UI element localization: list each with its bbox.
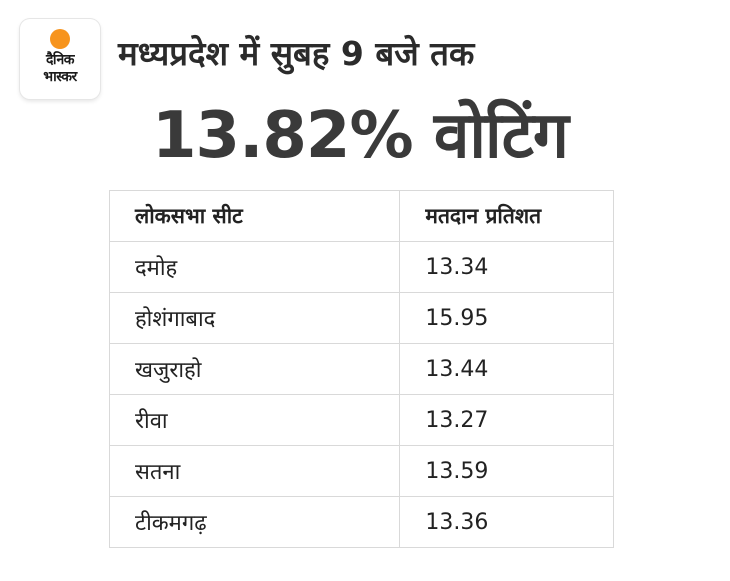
table-header-row: लोकसभा सीट मतदान प्रतिशत	[108, 190, 614, 242]
seat-name: रीवा	[108, 394, 401, 446]
column-header-seat: लोकसभा सीट	[108, 190, 401, 242]
seat-name: होशंगाबाद	[108, 292, 401, 344]
seat-name: सतना	[108, 445, 401, 497]
turnout-table: लोकसभा सीट मतदान प्रतिशत दमोह 13.34 होशं…	[108, 190, 614, 548]
turnout-percent: 13.34	[399, 241, 614, 293]
table-row: टीकमगढ़ 13.36	[108, 496, 614, 548]
seat-name: दमोह	[108, 241, 401, 293]
table-row: दमोह 13.34	[108, 241, 614, 293]
dainik-bhaskar-logo: दैनिक भास्कर	[20, 19, 100, 99]
logo-text-line1: दैनिक	[45, 52, 75, 68]
table-row: रीवा 13.27	[108, 394, 614, 446]
table-row: होशंगाबाद 15.95	[108, 292, 614, 344]
turnout-percent: 13.44	[399, 343, 614, 395]
turnout-figure: 13.82% वोटिंग	[152, 99, 569, 173]
table-row: सतना 13.59	[108, 445, 614, 497]
sun-icon	[50, 29, 70, 49]
turnout-percent: 13.36	[399, 496, 614, 548]
turnout-percent: 13.59	[399, 445, 614, 497]
logo-text-line2: भास्कर	[43, 69, 77, 85]
table-row: खजुराहो 13.44	[108, 343, 614, 395]
column-header-percent: मतदान प्रतिशत	[399, 190, 614, 242]
headline: मध्यप्रदेश में सुबह 9 बजे तक	[118, 34, 475, 73]
seat-name: टीकमगढ़	[108, 496, 401, 548]
seat-name: खजुराहो	[108, 343, 401, 395]
turnout-percent: 15.95	[399, 292, 614, 344]
turnout-percent: 13.27	[399, 394, 614, 446]
